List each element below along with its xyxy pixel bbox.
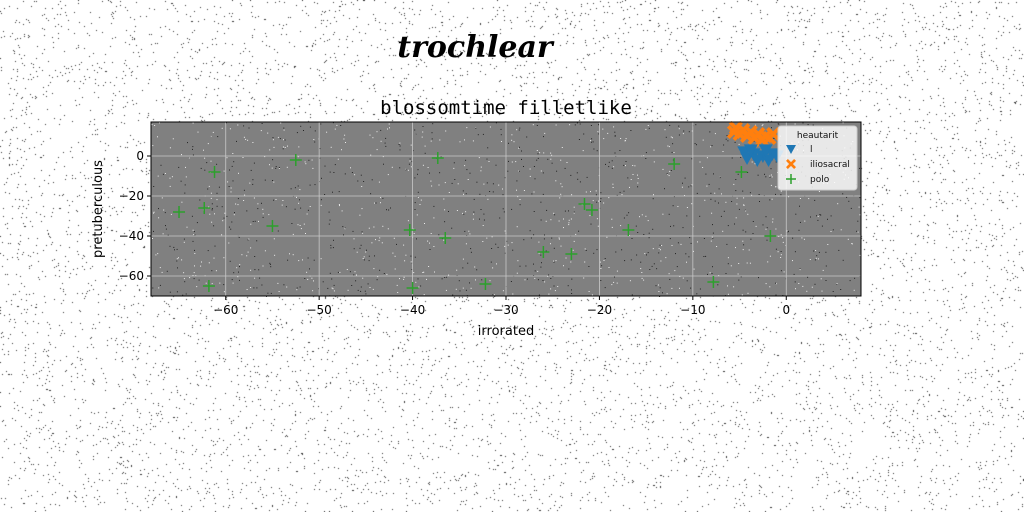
data-point-plus (403, 224, 416, 236)
data-point-plus (289, 154, 302, 166)
data-point-plus (202, 280, 215, 292)
x-tick-label: 0 (782, 303, 790, 317)
plot-area-noise (151, 122, 862, 297)
data-point-plus (786, 174, 796, 184)
x-tick-label: −30 (493, 303, 518, 317)
legend-box (777, 125, 858, 191)
data-point-plus (668, 158, 681, 170)
data-point-plus (578, 198, 591, 210)
figure-suptitle: trochlear (397, 30, 553, 65)
x-tick-label: −60 (213, 303, 238, 317)
data-point-plus (439, 232, 452, 244)
x-tick-label: −20 (587, 303, 612, 317)
y-tick-label: −40 (119, 229, 144, 243)
y-axis-label: pretuberculous (91, 160, 106, 258)
y-tick-label: −60 (119, 269, 144, 283)
data-point-plus (622, 224, 635, 236)
x-tick-label: −10 (680, 303, 705, 317)
data-point-x (726, 125, 741, 139)
legend-entry-label: polo (810, 175, 830, 185)
legend-entry-label: l (810, 145, 813, 155)
y-axis: 0 −20 −40 −60 (119, 149, 151, 283)
data-point-plus (764, 230, 777, 242)
data-point-triangle (743, 144, 758, 157)
data-point-triangle (750, 154, 765, 167)
data-point-plus (406, 282, 419, 294)
data-point-plus (707, 276, 720, 288)
data-point-plus (735, 166, 748, 178)
data-point-plus (479, 278, 492, 290)
chart-title: blossomtime filletlike (380, 97, 632, 119)
y-tick-label: 0 (136, 149, 144, 163)
data-point-plus (173, 206, 186, 218)
x-axis: −60 −50 −40 −30 −20 −10 0 (213, 296, 790, 317)
data-point-plus (431, 152, 444, 164)
data-point-triangle (786, 145, 796, 154)
data-point-plus (537, 246, 550, 258)
data-point-x (762, 131, 777, 145)
y-tick-label: −20 (119, 189, 144, 203)
data-point-x (786, 159, 796, 169)
data-point-triangle (758, 144, 773, 157)
data-point-plus (565, 248, 578, 260)
data-marks (173, 121, 784, 294)
x-tick-label: −50 (306, 303, 331, 317)
data-point-plus (585, 204, 598, 216)
legend: heautarit l iliosacral polo (777, 125, 858, 191)
data-point-plus (208, 166, 221, 178)
x-axis-label: irrorated (478, 324, 534, 339)
legend-entry-label: iliosacral (810, 160, 850, 170)
data-point-plus (266, 220, 279, 232)
x-tick-label: −40 (400, 303, 425, 317)
data-point-triangle (761, 154, 776, 167)
legend-title: heautarit (797, 131, 839, 141)
data-point-plus (198, 202, 211, 214)
